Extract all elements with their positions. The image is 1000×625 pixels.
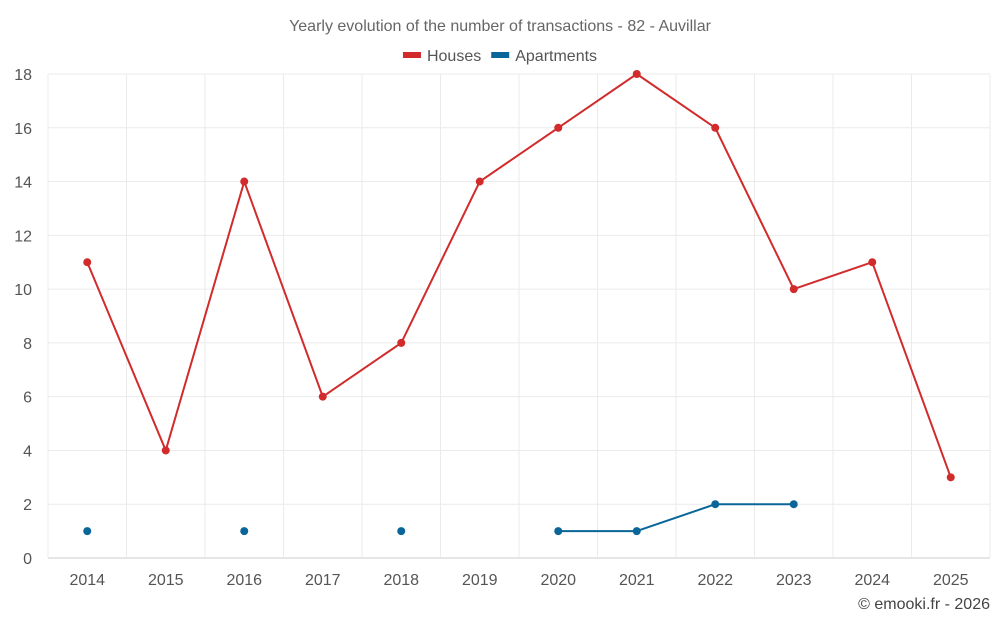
data-point-apartments[interactable] (789, 500, 798, 509)
y-axis: 0 2 4 6 8 10 12 14 16 18 (14, 67, 32, 568)
series-houses (83, 70, 955, 482)
y-tick-label: 16 (14, 121, 32, 138)
x-tick-label: 2024 (854, 572, 890, 589)
credit-text: © emooki.fr - 2026 (858, 596, 990, 613)
data-point-apartments[interactable] (711, 500, 720, 509)
x-tick-label: 2018 (383, 572, 419, 589)
x-axis: 2014 2015 2016 2017 2018 2019 2020 2021 2022 2023… (69, 572, 968, 589)
series-apartments (83, 500, 798, 536)
x-tick-label: 2015 (148, 572, 184, 589)
series-line-houses (86, 73, 952, 478)
y-tick-label: 8 (23, 336, 32, 353)
series-layer (83, 70, 955, 536)
data-point-houses[interactable] (240, 177, 249, 186)
x-tick-label: 2022 (697, 572, 733, 589)
data-point-apartments[interactable] (240, 527, 249, 536)
legend-label-houses[interactable]: Houses (427, 48, 481, 65)
data-point-houses[interactable] (83, 258, 92, 267)
legend-swatch-apartments (491, 52, 510, 58)
legend-label-apartments[interactable]: Apartments (515, 48, 597, 65)
x-tick-label: 2020 (540, 572, 576, 589)
y-tick-label: 2 (23, 497, 32, 514)
y-tick-label: 6 (23, 390, 32, 407)
x-tick-label: 2017 (305, 572, 341, 589)
x-tick-label: 2016 (226, 572, 262, 589)
data-point-apartments[interactable] (554, 527, 563, 536)
grid (47, 73, 991, 559)
x-tick-label: 2025 (933, 572, 969, 589)
y-tick-label: 4 (23, 443, 32, 460)
data-point-houses[interactable] (789, 285, 798, 294)
x-tick-label: 2023 (776, 572, 812, 589)
x-tick-label: 2019 (462, 572, 498, 589)
y-tick-label: 12 (14, 228, 32, 245)
legend: Houses Apartments (402, 48, 597, 65)
data-point-houses[interactable] (946, 473, 955, 482)
y-tick-label: 10 (14, 282, 32, 299)
data-point-houses[interactable] (632, 70, 641, 78)
x-tick-label: 2014 (69, 572, 105, 589)
legend-swatch-houses (402, 52, 421, 58)
data-point-apartments[interactable] (83, 527, 92, 536)
y-tick-label: 18 (14, 67, 32, 84)
data-point-apartments[interactable] (397, 527, 406, 536)
y-tick-label: 0 (23, 551, 32, 568)
data-point-houses[interactable] (318, 392, 327, 401)
x-tick-label: 2021 (619, 572, 655, 589)
data-point-houses[interactable] (554, 123, 563, 132)
chart-title: Yearly evolution of the number of transa… (289, 18, 712, 35)
data-point-houses[interactable] (397, 338, 406, 347)
series-line-apartments (558, 503, 794, 533)
data-point-houses[interactable] (868, 258, 877, 267)
data-point-houses[interactable] (161, 446, 170, 455)
data-point-houses[interactable] (475, 177, 484, 186)
data-point-houses[interactable] (711, 123, 720, 132)
data-point-apartments[interactable] (632, 527, 641, 536)
y-tick-label: 14 (14, 175, 32, 192)
